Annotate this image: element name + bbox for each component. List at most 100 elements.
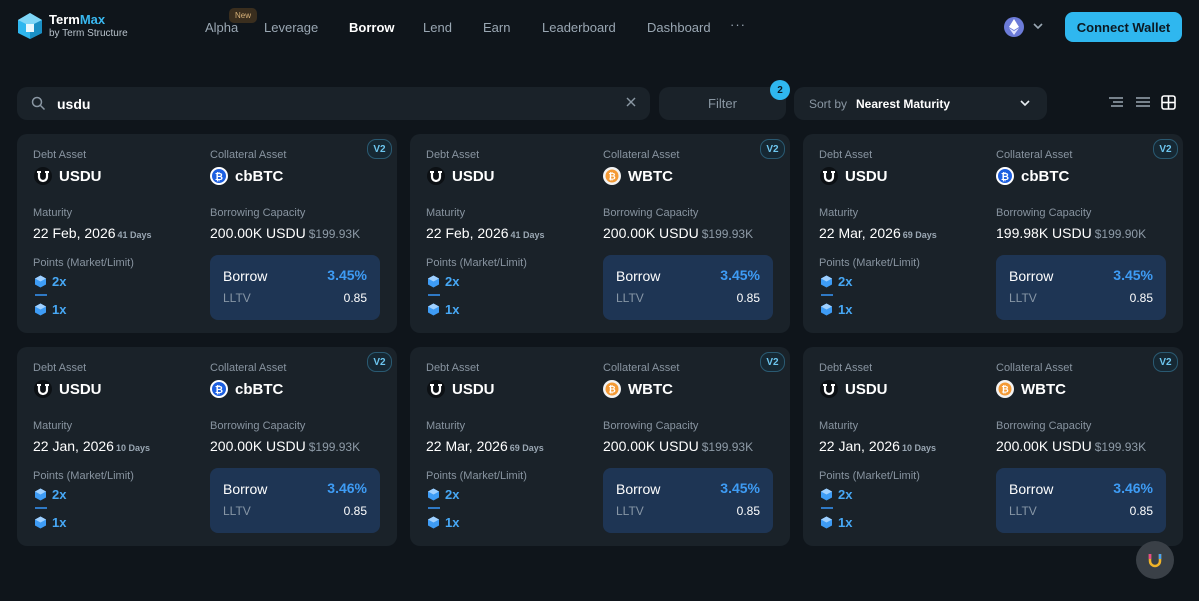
compact-view-icon[interactable] bbox=[1108, 96, 1124, 110]
capacity-usd: $199.90K bbox=[1094, 227, 1147, 241]
collateral-asset: ₿ cbBTC bbox=[210, 380, 283, 398]
points-icon bbox=[35, 488, 46, 501]
filter-count-badge: 2 bbox=[770, 80, 790, 100]
market-card-4[interactable]: V2 Debt Asset Collateral Asset USDU ₿ cb… bbox=[17, 347, 397, 546]
network-selector[interactable] bbox=[1004, 17, 1024, 37]
borrow-label: Borrow bbox=[1009, 268, 1054, 284]
borrowing-capacity-label: Borrowing Capacity bbox=[210, 207, 306, 219]
usdu-icon bbox=[820, 167, 838, 185]
cbbtc-icon: ₿ bbox=[210, 380, 228, 398]
version-badge: V2 bbox=[1153, 139, 1178, 159]
ethereum-icon bbox=[1009, 19, 1019, 35]
capacity-usd: $199.93K bbox=[1094, 440, 1147, 454]
wbtc-icon: ₿ bbox=[603, 380, 621, 398]
cbbtc-icon: ₿ bbox=[996, 167, 1014, 185]
lltv-label: LLTV bbox=[616, 504, 644, 518]
app-logo[interactable]: TermMax by Term Structure bbox=[16, 12, 128, 40]
maturity-value: 22 Mar, 2026 69 Days bbox=[426, 438, 544, 454]
days-to-maturity: 41 Days bbox=[510, 230, 545, 240]
market-card-3[interactable]: V2 Debt Asset Collateral Asset USDU ₿ cb… bbox=[803, 134, 1183, 333]
debt-asset-label: Debt Asset bbox=[33, 362, 87, 374]
svg-text:₿: ₿ bbox=[1001, 385, 1008, 396]
lltv-value: 0.85 bbox=[736, 504, 760, 518]
borrow-label: Borrow bbox=[1009, 481, 1054, 497]
lltv-label: LLTV bbox=[616, 291, 644, 305]
points-limit-value: 1x bbox=[52, 302, 67, 317]
borrow-rate-panel[interactable]: Borrow 3.45% LLTV 0.85 bbox=[996, 255, 1166, 320]
points-icon bbox=[35, 303, 46, 316]
market-card-1[interactable]: V2 Debt Asset Collateral Asset USDU ₿ cb… bbox=[17, 134, 397, 333]
debt-asset-label: Debt Asset bbox=[819, 149, 873, 161]
lltv-value: 0.85 bbox=[343, 291, 367, 305]
capacity-value: 200.00K USDU $199.93K bbox=[996, 438, 1146, 454]
version-badge: V2 bbox=[1153, 352, 1178, 372]
points-divider bbox=[821, 507, 833, 509]
maturity-value: 22 Jan, 2026 10 Days bbox=[819, 438, 936, 454]
nav-item-leverage[interactable]: Leverage bbox=[264, 20, 319, 35]
capacity-amount: 199.98K USDU bbox=[996, 225, 1092, 241]
sort-dropdown[interactable]: Sort by Nearest Maturity bbox=[794, 87, 1047, 120]
assistant-logo-icon bbox=[1148, 554, 1162, 568]
borrowing-capacity-label: Borrowing Capacity bbox=[603, 207, 699, 219]
collateral-asset: ₿ cbBTC bbox=[210, 167, 283, 185]
points-market-value: 2x bbox=[838, 487, 853, 502]
nav-item-lend[interactable]: Lend bbox=[423, 20, 452, 35]
close-icon[interactable] bbox=[626, 97, 636, 107]
collateral-asset-symbol: WBTC bbox=[1021, 380, 1066, 398]
market-card-5[interactable]: V2 Debt Asset Collateral Asset USDU ₿ WB… bbox=[410, 347, 790, 546]
points-label: Points (Market/Limit) bbox=[33, 257, 134, 269]
borrow-rate-panel[interactable]: Borrow 3.45% LLTV 0.85 bbox=[210, 255, 380, 320]
list-view-icon[interactable] bbox=[1135, 96, 1151, 110]
points-market-value: 2x bbox=[838, 274, 853, 289]
search-input[interactable] bbox=[57, 94, 597, 114]
svg-text:₿: ₿ bbox=[1001, 171, 1009, 183]
collateral-asset-label: Collateral Asset bbox=[996, 149, 1073, 161]
collateral-asset: ₿ WBTC bbox=[996, 380, 1066, 398]
collateral-asset-symbol: cbBTC bbox=[235, 380, 284, 398]
nav-more-button[interactable]: ··· bbox=[730, 17, 746, 32]
lltv-label: LLTV bbox=[223, 504, 251, 518]
points-market-value: 2x bbox=[52, 487, 67, 502]
nav-item-leaderboard[interactable]: Leaderboard bbox=[542, 20, 616, 35]
points-icon bbox=[821, 516, 832, 529]
points-divider bbox=[428, 294, 440, 296]
points-label: Points (Market/Limit) bbox=[426, 470, 527, 482]
chevron-down-icon[interactable] bbox=[1032, 20, 1044, 32]
debt-asset: USDU bbox=[34, 167, 102, 185]
days-to-maturity: 10 Days bbox=[901, 443, 936, 453]
sort-value: Nearest Maturity bbox=[856, 97, 951, 111]
borrow-rate-panel[interactable]: Borrow 3.45% LLTV 0.85 bbox=[603, 468, 773, 533]
nav-item-alpha[interactable]: Alpha bbox=[205, 20, 239, 35]
borrow-rate: 3.45% bbox=[720, 480, 760, 496]
points-limit-value: 1x bbox=[52, 515, 67, 530]
market-card-6[interactable]: V2 Debt Asset Collateral Asset USDU ₿ WB… bbox=[803, 347, 1183, 546]
filter-button[interactable]: Filter bbox=[659, 87, 786, 120]
points-market: 2x bbox=[427, 487, 459, 502]
borrow-rate-panel[interactable]: Borrow 3.46% LLTV 0.85 bbox=[996, 468, 1166, 533]
app-title: TermMax bbox=[49, 12, 106, 27]
points-limit: 1x bbox=[820, 302, 852, 317]
collateral-asset: ₿ cbBTC bbox=[996, 167, 1069, 185]
borrow-label: Borrow bbox=[223, 481, 268, 497]
borrow-rate-panel[interactable]: Borrow 3.45% LLTV 0.85 bbox=[603, 255, 773, 320]
nav-item-earn[interactable]: Earn bbox=[483, 20, 511, 35]
svg-text:₿: ₿ bbox=[608, 172, 615, 183]
borrow-rate-panel[interactable]: Borrow 3.46% LLTV 0.85 bbox=[210, 468, 380, 533]
maturity-value: 22 Mar, 2026 69 Days bbox=[819, 225, 937, 241]
capacity-amount: 200.00K USDU bbox=[603, 438, 699, 454]
debt-asset: USDU bbox=[34, 380, 102, 398]
nav-item-dashboard[interactable]: Dashboard bbox=[647, 20, 711, 35]
sort-label: Sort by bbox=[809, 97, 848, 111]
debt-asset: USDU bbox=[427, 380, 495, 398]
market-card-2[interactable]: V2 Debt Asset Collateral Asset USDU ₿ WB… bbox=[410, 134, 790, 333]
collateral-asset-label: Collateral Asset bbox=[996, 362, 1073, 374]
new-badge: New bbox=[229, 8, 257, 23]
app-subtitle: by Term Structure bbox=[49, 28, 128, 39]
version-badge: V2 bbox=[760, 139, 785, 159]
collateral-asset-symbol: WBTC bbox=[628, 167, 673, 185]
grid-view-icon[interactable] bbox=[1161, 95, 1176, 110]
assistant-button[interactable] bbox=[1136, 541, 1174, 579]
nav-item-borrow[interactable]: Borrow bbox=[349, 20, 395, 35]
connect-wallet-button[interactable]: Connect Wallet bbox=[1065, 12, 1182, 42]
maturity-label: Maturity bbox=[33, 207, 73, 219]
